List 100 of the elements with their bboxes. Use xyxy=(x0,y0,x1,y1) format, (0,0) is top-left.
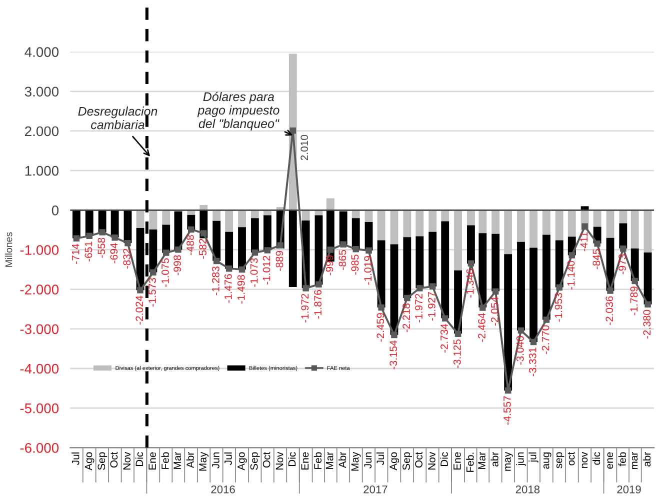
data-label: -973 xyxy=(618,254,626,274)
data-label: -1.876 xyxy=(314,290,322,319)
x-tick-label: Abr xyxy=(338,452,346,468)
y-tick-label: -4.000 xyxy=(20,364,59,374)
data-label: -582 xyxy=(199,238,206,259)
x-tick-label: ene xyxy=(607,452,614,469)
x-tick-label: Jul xyxy=(72,452,80,465)
text: 2019 xyxy=(617,485,641,494)
data-label: -1.573 xyxy=(148,278,156,307)
data-label: -832 xyxy=(123,248,131,269)
y-tick-label: -2.000 xyxy=(20,284,59,294)
x-tick-label: Feb xyxy=(161,452,169,469)
data-label: -1.140 xyxy=(567,260,575,290)
x-tick-label: Jul xyxy=(224,452,232,465)
x-tick-label: May xyxy=(199,452,208,471)
data-label: -651 xyxy=(84,242,92,262)
x-tick-label: dic xyxy=(592,452,600,465)
data-label: -865 xyxy=(338,250,346,270)
data-label: -985 xyxy=(351,254,359,275)
x-tick-label: Ene xyxy=(454,452,461,470)
x-tick-label: May xyxy=(351,452,361,471)
data-label: -1.075 xyxy=(162,258,169,287)
data-label: -3.040 xyxy=(516,336,524,365)
x-tick-label: Ago xyxy=(390,452,400,470)
data-label: -714 xyxy=(72,244,80,264)
x-tick-label: jun xyxy=(516,452,526,466)
data-label: -1.346 xyxy=(466,269,474,298)
data-label: -1.019 xyxy=(364,256,372,285)
data-label: -998 xyxy=(174,255,181,276)
y-tick-label: 0 xyxy=(52,205,59,216)
ref-line-label: Desregulacion cambiaria xyxy=(78,106,158,130)
x-tick-label: Abr xyxy=(186,452,194,468)
x-tick-label: Nov xyxy=(276,452,284,470)
x-tick-label: Jun xyxy=(364,452,372,468)
x-tick-label: aug xyxy=(544,452,552,469)
x-tick-label: Feb xyxy=(314,452,322,469)
x-tick-label: Oct xyxy=(262,452,270,468)
data-label: -999 xyxy=(326,255,334,276)
x-tick-label: jul xyxy=(528,452,538,463)
data-label: -1.498 xyxy=(237,275,245,304)
x-tick-label: Ago xyxy=(84,452,94,470)
x-tick-label: Jun xyxy=(212,452,220,468)
x-tick-label: Mar xyxy=(326,452,334,469)
x-tick-label: Sep xyxy=(98,452,108,470)
x-tick-label: Nov xyxy=(428,452,436,470)
annotation: Dólares para pago impuesto del "blanqueo" xyxy=(197,92,280,131)
text: 2016 xyxy=(211,485,235,494)
data-label: -2.218 xyxy=(402,304,410,332)
data-label: -3.154 xyxy=(390,340,398,370)
text: 2018 xyxy=(516,485,540,494)
x-tick-label: Dic xyxy=(288,452,296,466)
y-tick-label: -6.000 xyxy=(20,443,59,453)
data-label: -1.972 xyxy=(301,294,309,322)
data-label: -2.770 xyxy=(542,325,550,354)
data-label: -2.380 xyxy=(643,310,651,339)
data-label: -558 xyxy=(98,238,106,258)
x-tick-label: Ene xyxy=(301,452,309,470)
y-tick-label: -3.000 xyxy=(20,324,59,334)
x-tick-label: Oct xyxy=(415,452,422,468)
data-label: -1.953 xyxy=(554,293,562,322)
x-tick-label: Feb. xyxy=(466,452,474,472)
x-tick-label: Oct xyxy=(110,452,118,468)
x-tick-label: Jul xyxy=(376,452,384,465)
data-label: -3.331 xyxy=(528,348,536,376)
x-tick-label: Mar xyxy=(478,452,486,469)
x-tick-label: abr xyxy=(642,452,651,466)
x-tick-label: oct xyxy=(568,452,575,466)
x-tick-label: abr xyxy=(490,452,498,466)
data-label: -2.024 xyxy=(136,296,144,324)
y-tick-label: -5.000 xyxy=(20,403,59,414)
y-tick-label: 2.000 xyxy=(25,126,59,136)
x-tick-label: Sep xyxy=(250,452,260,470)
data-label: -2.459 xyxy=(376,313,384,342)
data-label: -3.125 xyxy=(453,339,461,368)
y-tick-label: 1.000 xyxy=(25,166,59,176)
x-tick-label: Ago xyxy=(238,452,247,470)
x-tick-label: Sep xyxy=(402,452,412,470)
data-label: -2.054 xyxy=(490,296,498,326)
data-label: -488 xyxy=(186,235,194,255)
x-tick-label: sep xyxy=(556,452,564,468)
x-tick-label: feb xyxy=(618,452,626,466)
y-axis-title: Millones xyxy=(5,232,12,267)
text: 2017 xyxy=(364,485,388,494)
data-label: -411 xyxy=(580,232,588,252)
y-tick-label: 3.000 xyxy=(24,86,59,97)
y-tick-label: 4.000 xyxy=(24,47,59,57)
data-label: -4.557 xyxy=(504,396,511,425)
data-label: -1.972 xyxy=(415,294,422,322)
y-tick-label: -1.000 xyxy=(20,245,59,255)
x-tick-label: Dic xyxy=(135,452,144,466)
data-label: -1.073 xyxy=(250,258,258,287)
data-label: -2.734 xyxy=(440,324,448,353)
x-tick-label: mar xyxy=(632,452,638,470)
x-tick-label: Mar xyxy=(174,452,181,469)
data-label: 2.010 xyxy=(300,134,308,160)
data-label: -2.464 xyxy=(478,313,486,342)
data-label: -1.927 xyxy=(428,292,436,321)
x-tick-label: Ene xyxy=(148,452,156,470)
x-tick-label: Dic xyxy=(440,452,448,466)
x-tick-label: nov xyxy=(582,452,588,468)
